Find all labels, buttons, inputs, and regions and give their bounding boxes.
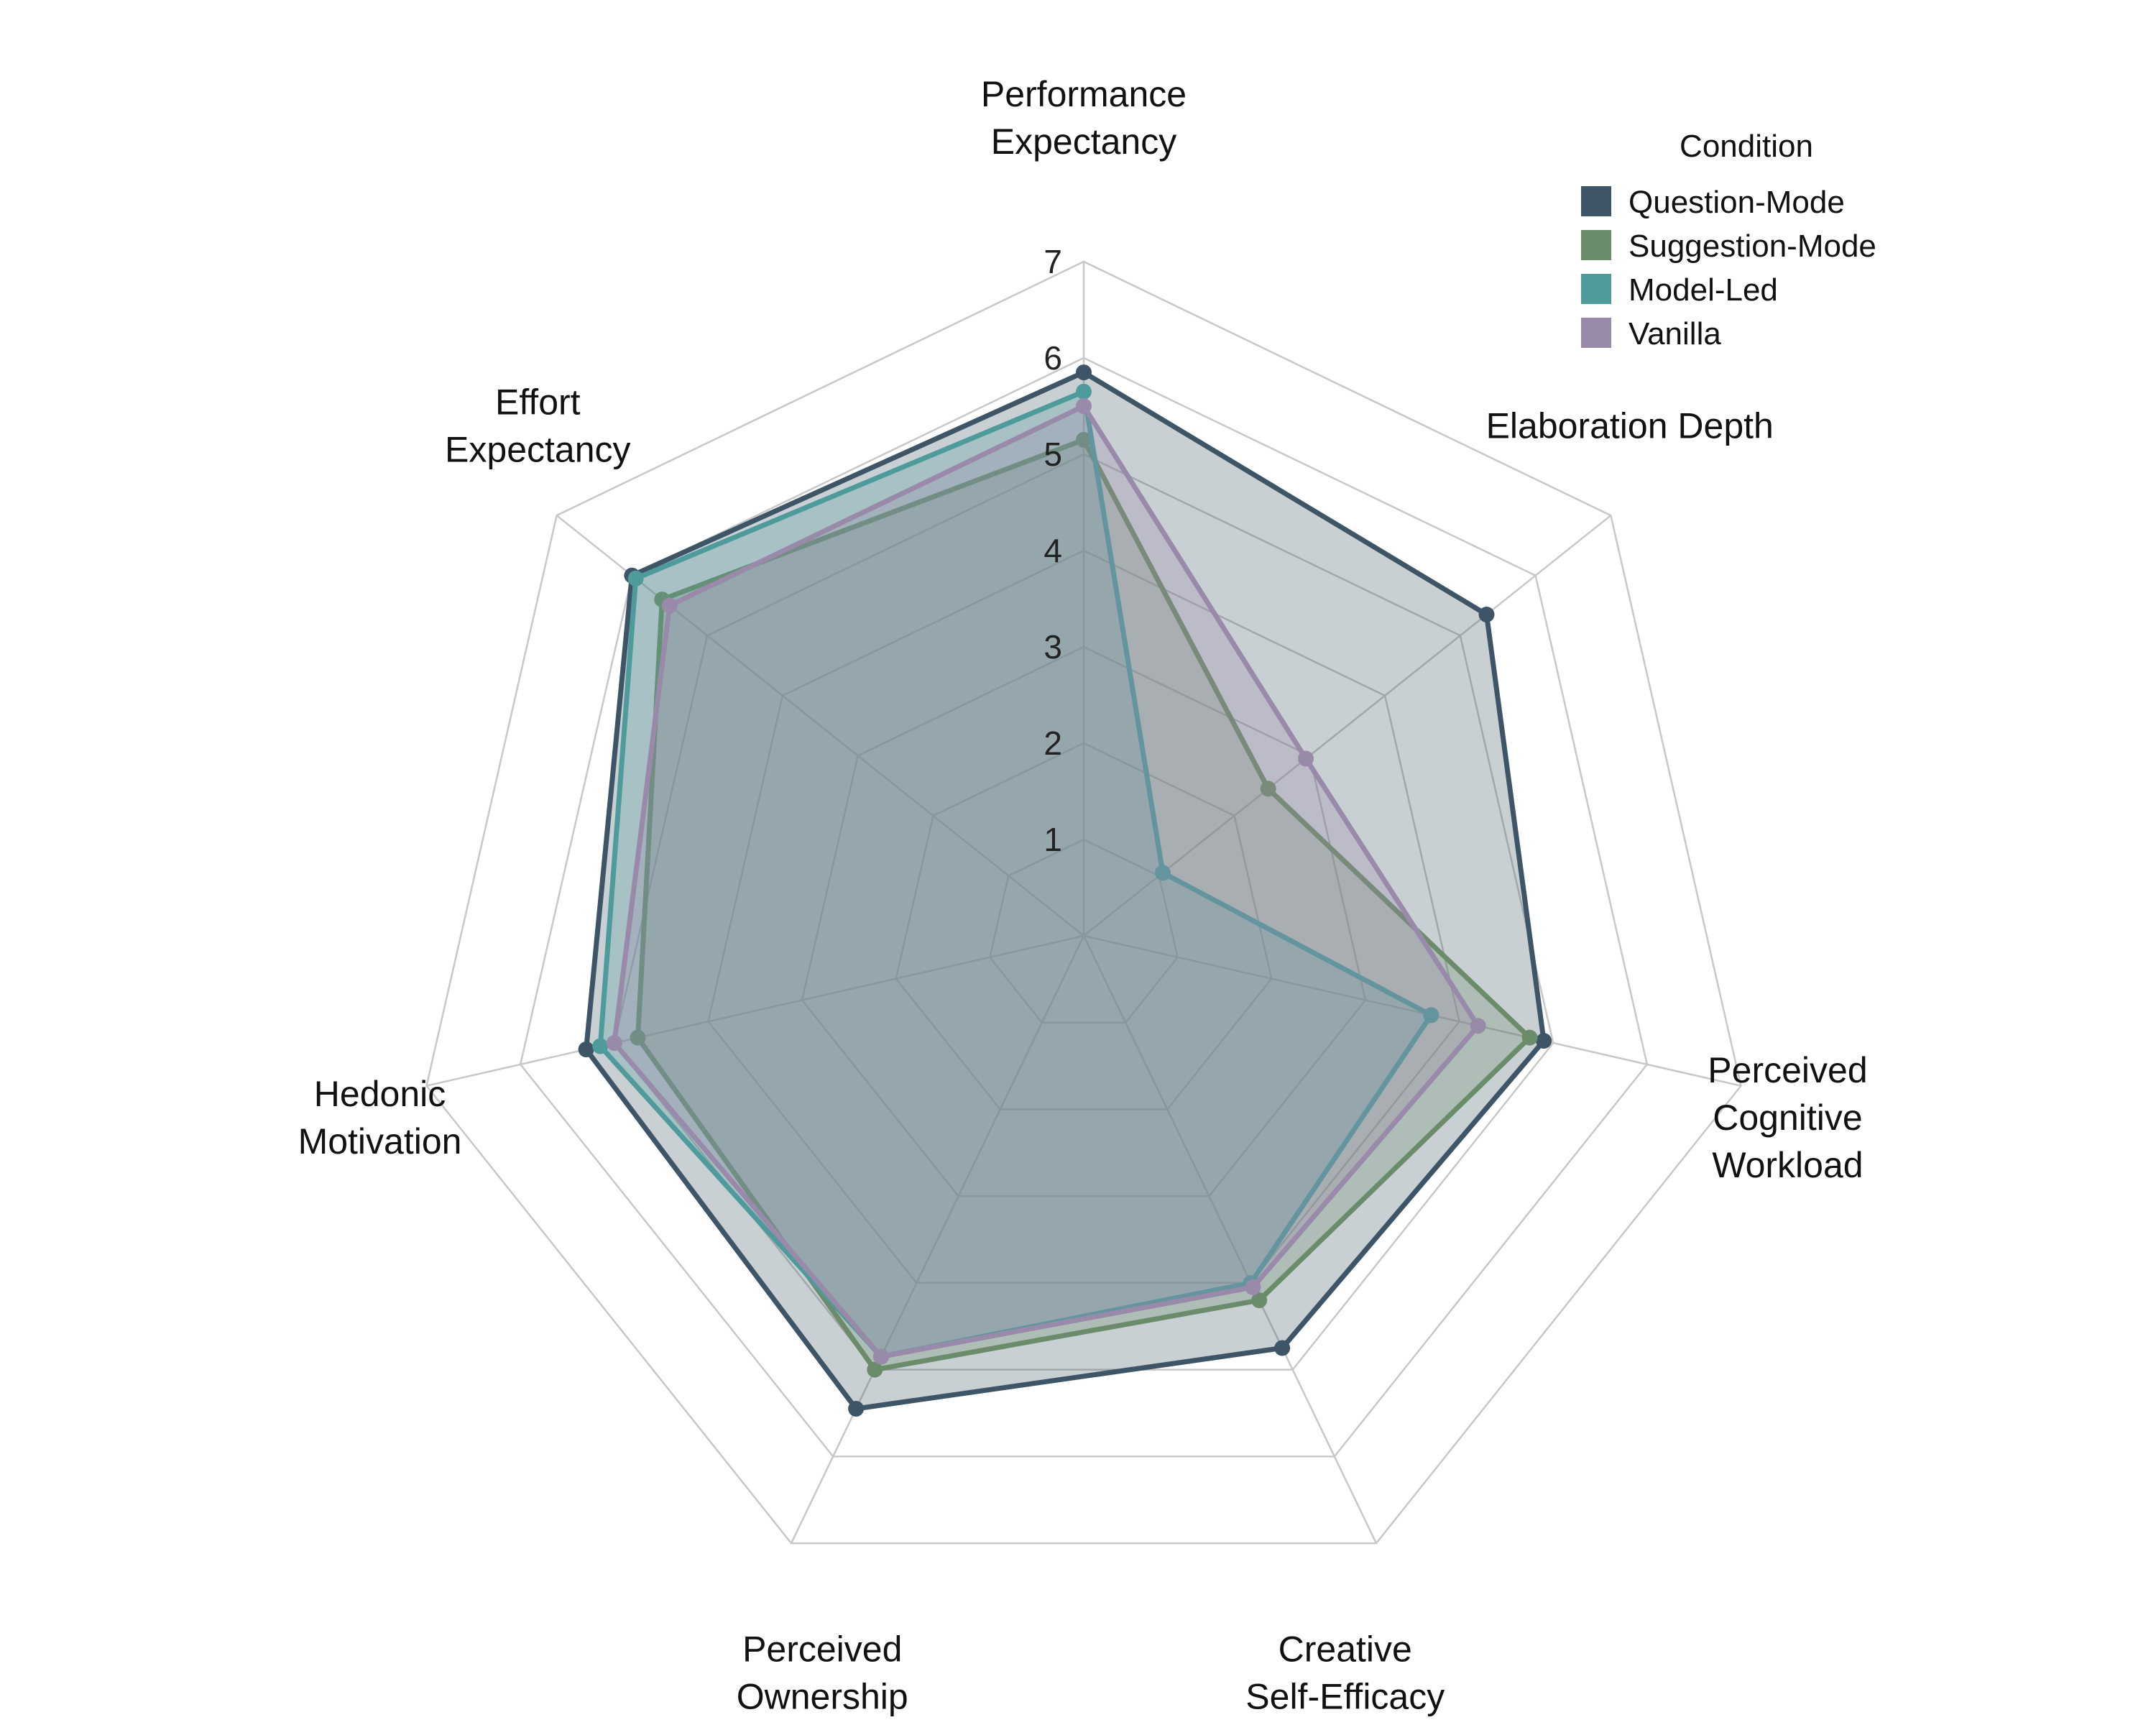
data-point bbox=[1076, 383, 1092, 400]
axis-label-3: Perceived Cognitive Workload bbox=[1708, 1050, 1867, 1185]
grid-ring-1 bbox=[989, 838, 1179, 1024]
data-point bbox=[867, 1361, 883, 1378]
legend-label: Suggestion-Mode bbox=[1628, 229, 1876, 264]
series-3 bbox=[606, 398, 1486, 1365]
legend-label: Question-Mode bbox=[1628, 185, 1845, 220]
grid-ring-3 bbox=[801, 645, 1367, 1197]
data-point bbox=[1536, 1033, 1552, 1049]
grid-ring-2 bbox=[895, 742, 1273, 1110]
legend-swatch bbox=[1581, 230, 1611, 260]
legend-label: Vanilla bbox=[1628, 316, 1721, 351]
data-point bbox=[1076, 398, 1092, 414]
data-point bbox=[1478, 607, 1495, 623]
data-point bbox=[578, 1041, 594, 1058]
data-point bbox=[1260, 781, 1276, 797]
grid-ring-6 bbox=[519, 356, 1649, 1458]
grid-spoke-2 bbox=[1083, 515, 1612, 937]
axis-label-1: Performance Expectancy bbox=[981, 74, 1187, 162]
data-point bbox=[1298, 750, 1314, 767]
data-point bbox=[848, 1400, 865, 1417]
series-area-0 bbox=[584, 369, 1547, 1412]
tick-label: 3 bbox=[1044, 628, 1062, 666]
legend-swatch bbox=[1581, 186, 1611, 216]
radar-grid bbox=[425, 260, 1742, 1545]
axis-label-7: Effort Expectancy bbox=[445, 382, 630, 469]
data-point bbox=[661, 597, 678, 614]
legend-item: Suggestion-Mode bbox=[1581, 229, 1876, 264]
axis-label-4: Creative Self-Efficacy bbox=[1245, 1629, 1445, 1716]
axis-label-5: Perceived Ownership bbox=[737, 1629, 908, 1716]
grid-spoke-6 bbox=[426, 934, 1084, 1087]
tick-label: 1 bbox=[1044, 821, 1062, 858]
data-point bbox=[1076, 431, 1092, 448]
data-point bbox=[1155, 865, 1171, 881]
data-point bbox=[1470, 1018, 1486, 1034]
legend-title: Condition bbox=[1680, 129, 1813, 164]
axis-labels: Performance Expectancy Elaboration Depth Pe… bbox=[298, 74, 1868, 1716]
legend-item: Question-Mode bbox=[1581, 185, 1845, 220]
legend-swatch bbox=[1581, 274, 1611, 304]
grid-ring-4 bbox=[707, 549, 1460, 1284]
legend-item: Vanilla bbox=[1581, 316, 1721, 351]
tick-label: 4 bbox=[1044, 532, 1062, 569]
grid-ring-7 bbox=[425, 260, 1742, 1545]
data-point bbox=[873, 1348, 890, 1365]
data-point bbox=[630, 1029, 646, 1046]
legend-swatch bbox=[1581, 318, 1611, 348]
grid-spoke-7 bbox=[556, 515, 1084, 937]
series-area-1 bbox=[635, 437, 1533, 1373]
grid-spoke-5 bbox=[790, 935, 1085, 1544]
legend-label: Model-Led bbox=[1628, 272, 1778, 308]
data-point bbox=[592, 1038, 609, 1054]
data-point bbox=[1251, 1292, 1268, 1309]
legend: Condition Question-Mode Suggestion-Mode Mod… bbox=[1581, 129, 1876, 351]
grid-ring-5 bbox=[613, 453, 1554, 1371]
data-point bbox=[1521, 1029, 1538, 1046]
data-point bbox=[1423, 1007, 1439, 1024]
tick-label: 2 bbox=[1044, 724, 1062, 762]
data-point bbox=[1245, 1279, 1261, 1295]
tick-label: 6 bbox=[1044, 339, 1062, 377]
series-1 bbox=[630, 431, 1538, 1378]
data-point bbox=[606, 1035, 622, 1052]
grid-spoke-3 bbox=[1083, 934, 1741, 1087]
data-point bbox=[627, 570, 644, 586]
tick-label: 5 bbox=[1044, 436, 1062, 473]
axis-label-2: Elaboration Depth bbox=[1486, 405, 1774, 446]
data-point bbox=[1076, 364, 1092, 381]
data-point bbox=[1274, 1340, 1291, 1356]
series-layer bbox=[578, 364, 1552, 1417]
grid-spoke-4 bbox=[1082, 935, 1378, 1544]
tick-label: 7 bbox=[1044, 243, 1062, 280]
radial-tick-labels: 1 2 3 4 5 6 7 bbox=[1044, 243, 1062, 858]
series-2 bbox=[592, 383, 1439, 1365]
legend-item: Model-Led bbox=[1581, 272, 1778, 308]
series-area-3 bbox=[612, 403, 1481, 1360]
axis-label-6: Hedonic Motivation bbox=[298, 1074, 462, 1162]
series-0 bbox=[578, 364, 1552, 1417]
